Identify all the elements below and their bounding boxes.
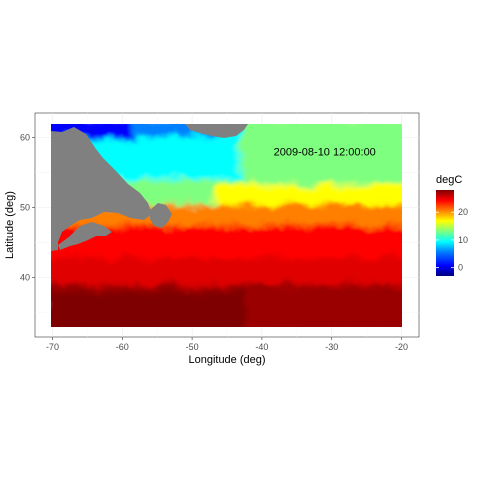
x-tick-label: -40 [255,342,268,352]
sst-raster [51,124,402,327]
y-tick-label: 60 [20,133,30,143]
legend-tick-label: 10 [458,235,468,245]
y-tick-label: 40 [20,273,30,283]
land-newfoundland [150,203,172,228]
legend-title: degC [436,174,462,186]
colorbar-legend: degC 0 10 20 [436,174,468,276]
x-tick-label: -20 [395,342,408,352]
x-tick-label: -30 [325,342,338,352]
x-tick-label: -50 [186,342,199,352]
legend-ticks: 0 10 20 [436,207,468,273]
land-labrador [51,127,152,251]
x-tick-label: -70 [46,342,59,352]
legend-tick-label: 0 [458,263,463,273]
y-tick-label: 50 [20,203,30,213]
legend-colorbar [436,190,454,276]
land-nova-scotia [58,222,112,250]
axes: -70 -60 -50 -40 -30 -20 40 50 60 [20,133,408,353]
x-axis-title: Longitude (deg) [188,354,265,366]
timestamp-annotation: 2009-08-10 12:00:00 [274,147,376,159]
y-axis-title: Latitude (deg) [4,191,16,259]
x-tick-label: -60 [116,342,129,352]
legend-tick-label: 20 [458,207,468,217]
land-greenland [185,124,248,138]
